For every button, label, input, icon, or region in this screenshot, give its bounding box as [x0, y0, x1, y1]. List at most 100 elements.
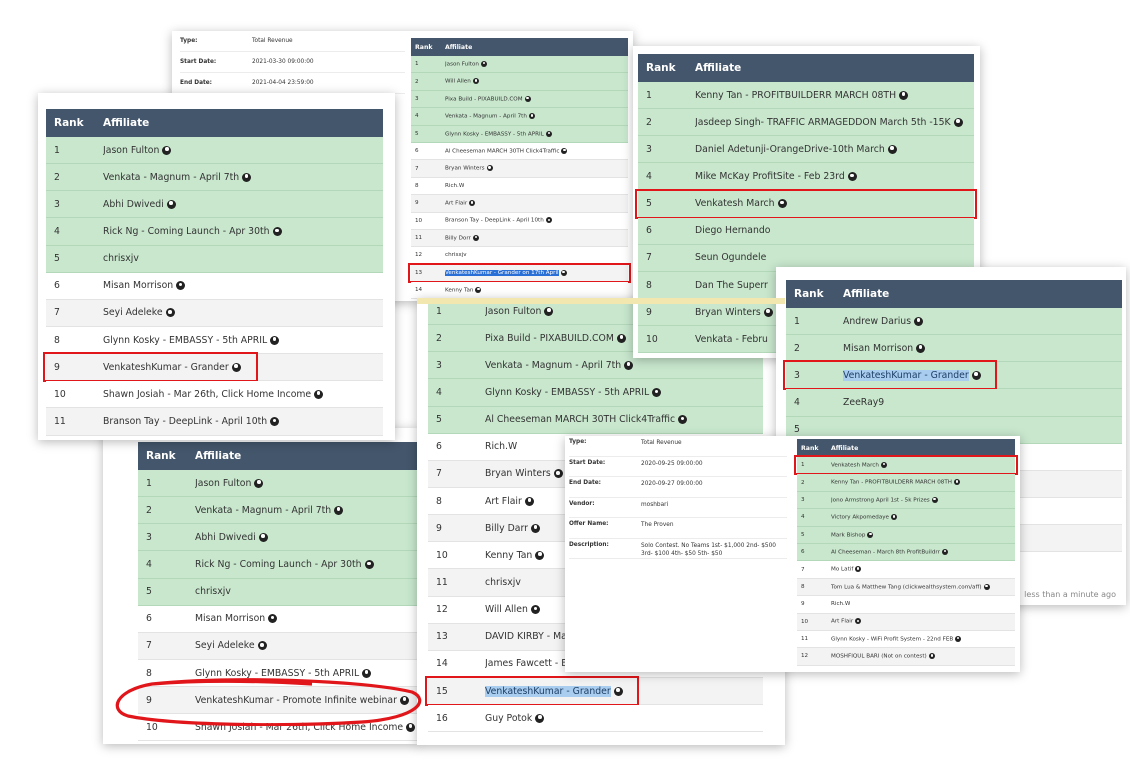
affiliate-cell[interactable]: Kenny Tan - PROFITBUILDERR MARCH 08TH — [831, 479, 960, 486]
affiliate-name[interactable]: Will Allen — [445, 78, 471, 85]
affiliate-cell[interactable]: Venkata - Magnum - April 7th — [103, 171, 252, 183]
affiliate-name[interactable]: Glynn Kosky - EMBASSY - 5th APRIL — [103, 334, 268, 346]
affiliate-name[interactable]: Rich.W — [831, 601, 851, 608]
affiliate-cell[interactable]: Shawn Josiah - Mar 26th, Click Home Inco… — [195, 721, 416, 733]
affiliate-cell[interactable]: chrisxjv — [103, 253, 139, 264]
affiliate-cell[interactable]: Jason Fulton — [195, 478, 264, 489]
affiliate-cell[interactable]: VenkateshKumar - Grander on 17th April — [445, 269, 567, 277]
affiliate-cell[interactable]: Jono Armstrong April 1st - 5k Prizes — [831, 496, 938, 503]
affiliate-cell[interactable]: Will Allen — [445, 78, 479, 85]
affiliate-cell[interactable]: Abhi Dwivedi — [103, 199, 176, 210]
affiliate-cell[interactable]: Kenny Tan — [485, 549, 545, 561]
affiliate-name[interactable]: Seyi Adeleke — [103, 307, 163, 319]
affiliate-cell[interactable]: Dan The Superr — [695, 280, 768, 291]
affiliate-cell[interactable]: Andrew Darius — [843, 315, 924, 327]
affiliate-name[interactable]: Bryan Winters — [445, 165, 485, 172]
affiliate-cell[interactable]: Art Flair — [445, 200, 476, 207]
affiliate-name[interactable]: Art Flair — [485, 495, 522, 507]
affiliate-name[interactable]: Seyi Adeleke — [195, 640, 255, 652]
affiliate-name[interactable]: Shawn Josiah - Mar 26th, Click Home Inco… — [195, 721, 404, 733]
affiliate-cell[interactable]: Rich.W — [485, 441, 517, 452]
affiliate-name[interactable]: Guy Potok — [485, 712, 533, 724]
affiliate-cell[interactable]: ZeeRay9 — [843, 397, 884, 408]
affiliate-cell[interactable]: Art Flair — [831, 618, 862, 625]
affiliate-name[interactable]: VenkateshKumar - Grander — [843, 369, 969, 381]
affiliate-cell[interactable]: Venkata - Magnum - April 7th — [195, 504, 344, 516]
affiliate-name[interactable]: VenkateshKumar - Grander — [103, 361, 229, 373]
affiliate-cell[interactable]: Venkata - Magnum - April 7th — [445, 113, 535, 120]
affiliate-cell[interactable]: Misan Morrison — [843, 342, 926, 354]
affiliate-name[interactable]: Rich.W — [445, 182, 465, 189]
affiliate-cell[interactable]: Daniel Adetunji-OrangeDrive-10th March — [695, 144, 897, 155]
affiliate-cell[interactable]: Branson Tay - DeepLink - April 10th — [103, 416, 280, 427]
affiliate-cell[interactable]: VenkateshKumar - Grander — [485, 685, 623, 697]
affiliate-cell[interactable]: Kenny Tan — [445, 287, 482, 294]
affiliate-name[interactable]: Will Allen — [485, 604, 528, 616]
affiliate-cell[interactable]: Misan Morrison — [103, 280, 186, 291]
affiliate-cell[interactable]: Seun Ogundele — [695, 252, 766, 263]
affiliate-cell[interactable]: chrisxjv — [485, 577, 521, 588]
affiliate-name[interactable]: Rick Ng - Coming Launch - Apr 30th — [103, 225, 270, 237]
affiliate-cell[interactable]: Al Cheeseman - March 8th ProfitBuildrr — [831, 548, 948, 556]
affiliate-name[interactable]: chrisxjv — [445, 252, 467, 259]
affiliate-name[interactable]: Andrew Darius — [843, 315, 912, 327]
affiliate-cell[interactable]: Seyi Adeleke — [103, 307, 175, 318]
affiliate-name[interactable]: Kenny Tan — [445, 287, 474, 294]
affiliate-name[interactable]: Venkata - Magnum - April 7th — [195, 504, 332, 516]
affiliate-cell[interactable]: Glynn Kosky - WiFi Profit System - 22nd … — [831, 635, 962, 642]
affiliate-name[interactable]: Kenny Tan - PROFITBUILDERR MARCH 08TH — [831, 479, 952, 486]
affiliate-name[interactable]: Jason Fulton — [445, 61, 479, 68]
detail-link[interactable]: moshbari — [641, 501, 669, 508]
affiliate-cell[interactable]: Rich.W — [445, 183, 464, 189]
affiliate-name[interactable]: Art Flair — [831, 618, 854, 625]
affiliate-cell[interactable]: Jason Fulton — [103, 145, 172, 156]
affiliate-cell[interactable]: Will Allen — [485, 604, 540, 615]
affiliate-cell[interactable]: Victory Akpomedaye — [831, 514, 897, 521]
affiliate-cell[interactable]: MOSHFIQUL BARI (Not on contest) — [831, 653, 935, 660]
affiliate-cell[interactable]: Rick Ng - Coming Launch - Apr 30th — [195, 559, 374, 570]
affiliate-name[interactable]: Tom Lua & Matthew Tang (clickwealthsyste… — [831, 584, 982, 591]
affiliate-name[interactable]: Venkatesh March — [831, 462, 879, 469]
affiliate-name[interactable]: ZeeRay9 — [843, 396, 885, 408]
affiliate-name[interactable]: Kenny Tan — [485, 549, 533, 561]
affiliate-cell[interactable]: Branson Tay - DeepLink - April 10th — [445, 217, 552, 224]
affiliate-cell[interactable]: Rich.W — [831, 601, 850, 607]
affiliate-cell[interactable]: chrisxjv — [445, 252, 467, 258]
affiliate-cell[interactable]: Pixa Build - PIXABUILD.COM — [485, 333, 626, 344]
affiliate-cell[interactable]: Bryan Winters — [695, 307, 773, 318]
affiliate-name[interactable]: Misan Morrison — [843, 342, 914, 354]
affiliate-name[interactable]: Daniel Adetunji-OrangeDrive-10th March — [695, 143, 885, 155]
affiliate-name[interactable]: Rick Ng - Coming Launch - Apr 30th — [195, 558, 362, 570]
affiliate-name[interactable]: Pixa Build - PIXABUILD.COM — [445, 96, 523, 103]
affiliate-name[interactable]: Mark Bishop — [831, 532, 866, 538]
affiliate-cell[interactable]: Al Cheeseman MARCH 30TH Click4Traffic — [445, 147, 568, 155]
affiliate-cell[interactable]: Misan Morrison — [195, 613, 278, 625]
affiliate-cell[interactable]: Diego Hernando — [695, 225, 770, 236]
affiliate-cell[interactable]: Tom Lua & Matthew Tang (clickwealthsyste… — [831, 583, 990, 591]
affiliate-name[interactable]: Mo Latif — [831, 566, 854, 573]
affiliate-cell[interactable]: Venkatesh March — [695, 198, 787, 209]
affiliate-cell[interactable]: Bryan Winters — [445, 165, 493, 172]
affiliate-name[interactable]: Misan Morrison — [195, 613, 266, 625]
affiliate-cell[interactable]: Jason Fulton — [485, 306, 554, 317]
affiliate-cell[interactable]: VenkateshKumar - Grander — [103, 362, 241, 373]
affiliate-name[interactable]: Al Cheeseman MARCH 30TH Click4Traffic — [445, 148, 560, 155]
affiliate-name[interactable]: Abhi Dwivedi — [195, 531, 256, 543]
affiliate-name[interactable]: Branson Tay - DeepLink - April 10th — [445, 217, 544, 224]
affiliate-name[interactable]: Kenny Tan - PROFITBUILDERR MARCH 08TH — [695, 89, 897, 101]
affiliate-name[interactable]: Pixa Build - PIXABUILD.COM — [485, 332, 614, 344]
affiliate-cell[interactable]: Billy Dorr — [445, 234, 479, 241]
affiliate-name[interactable]: Bryan Winters — [695, 306, 761, 318]
affiliate-cell[interactable]: Glynn Kosky - EMBASSY - 5th APRIL — [195, 668, 372, 679]
affiliate-name[interactable]: DAVID KIRBY - Marc — [485, 631, 576, 643]
affiliate-cell[interactable]: Seyi Adeleke — [195, 640, 267, 651]
affiliate-name[interactable]: Al Cheeseman - March 8th ProfitBuildrr — [831, 549, 940, 556]
affiliate-name[interactable]: chrisxjv — [103, 253, 139, 265]
affiliate-cell[interactable]: Guy Potok — [485, 712, 545, 724]
affiliate-name[interactable]: Diego Hernando — [695, 225, 771, 237]
affiliate-name[interactable]: Jasdeep Singh- TRAFFIC ARMAGEDDON March … — [695, 116, 951, 128]
affiliate-name[interactable]: chrisxjv — [195, 586, 231, 598]
affiliate-name[interactable]: Venkata - Magnum - April 7th — [103, 171, 240, 183]
affiliate-cell[interactable]: Abhi Dwivedi — [195, 532, 268, 543]
affiliate-cell[interactable]: Al Cheeseman MARCH 30TH Click4Traffic — [485, 414, 688, 425]
